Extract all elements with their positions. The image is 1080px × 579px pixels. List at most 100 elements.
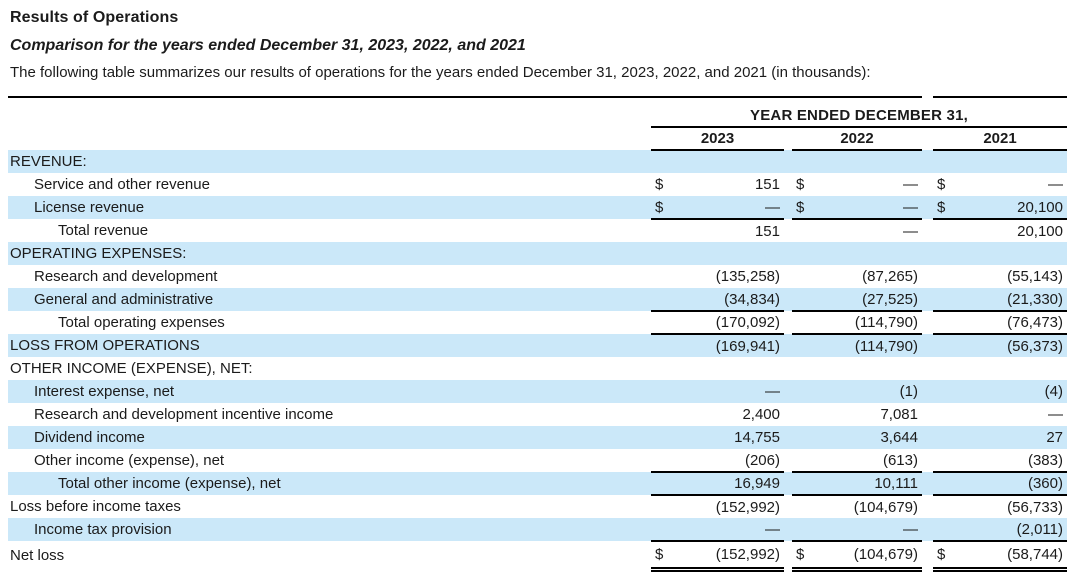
value-text: (360) [1027,475,1063,492]
table-row: License revenue $ — $ — $20,100 [8,196,1067,220]
value-text: — [903,222,918,240]
value-cell-2021: $ (58,744) [933,541,1067,572]
value-text: (170,092) [715,314,780,331]
currency-symbol: $ [937,198,946,216]
column-gap [784,219,792,242]
empty-cell [8,104,651,127]
column-gap [784,150,792,173]
table-row: OTHER INCOME (EXPENSE), NET: [8,357,1067,380]
table-row: LOSS FROM OPERATIONS (169,941) (114,790) (5… [8,334,1067,357]
value-text: 7,081 [880,406,918,423]
value-text: (2,011) [1016,520,1063,538]
column-gap [922,518,933,541]
value-cell-2023: $ — [651,196,784,220]
value-cell-2023: (206) [651,449,784,473]
row-label: Total other income (expense), net [8,472,651,495]
empty-cell [8,127,651,150]
value-cell-2021: (76,473) [933,311,1067,335]
row-label: Total revenue [58,222,149,239]
table-row: Loss before income taxes (152,992) (104,67… [8,495,1067,518]
value-text: (21,330) [1007,290,1063,308]
row-label: Net loss [10,546,65,564]
value-cell-2021: (56,733) [933,495,1067,518]
column-gap [784,334,792,357]
table-top-rule [8,96,1067,104]
value-text: — [1048,406,1063,423]
column-gap [922,196,933,219]
column-gap [784,357,792,380]
value-cell-2022: (114,790) [792,311,922,335]
row-label: REVENUE: [8,150,651,173]
column-gap [784,472,792,495]
value-cell-2021: (4) [933,380,1067,403]
value-text: — [903,198,918,216]
currency-symbol: $ [937,176,946,193]
value-cell-2021: (21,330) [933,288,1067,312]
column-gap [784,495,792,518]
value-text: (152,992) [715,545,780,563]
column-gap [922,472,933,495]
value-cell-2021 [933,242,1067,265]
table-row: Total operating expenses (170,092) (114,79… [8,311,1067,335]
group-header-row: YEAR ENDED DECEMBER 31, [8,104,1067,128]
value-cell-2021: (360) [933,472,1067,496]
column-gap [922,334,933,357]
value-text: — [903,176,918,193]
year-header-row: 2023 2022 2021 [8,127,1067,151]
rule-gap [922,97,933,104]
table-header: YEAR ENDED DECEMBER 31, 2023 2022 2021 [8,96,1067,151]
row-label: OTHER INCOME (EXPENSE), NET: [10,360,253,377]
value-text: (27,525) [862,290,918,308]
column-gap [922,219,933,242]
page-title: Results of Operations [10,9,179,26]
currency-symbol: $ [937,545,946,563]
value-text: — [765,383,780,400]
intro-text: The following table summarizes our resul… [10,64,871,81]
column-gap [922,265,933,288]
rule-segment [792,96,922,104]
value-cell-2023: $ (152,992) [651,541,784,572]
value-text: (104,679) [853,545,918,563]
value-cell-2022: 7,081 [792,403,922,426]
column-gap [922,541,933,569]
column-gap [784,518,792,541]
table-row: Service and other revenue $151 $ — $ — [8,173,1067,196]
value-text: — [1048,176,1063,193]
value-cell-2023: (34,834) [651,288,784,312]
value-text: (135,258) [715,268,780,285]
value-text: (169,941) [715,337,780,355]
table-row: OPERATING EXPENSES: [8,242,1067,265]
value-text: (56,733) [1007,498,1063,516]
value-cell-2021: $20,100 [933,196,1067,220]
value-cell-2023 [651,357,784,380]
column-gap [784,541,792,569]
row-label: Loss before income taxes [10,498,181,515]
table-row: Dividend income 14,755 3,644 27 [8,426,1067,449]
value-text: 16,949 [734,475,780,492]
value-text: (114,790) [854,314,918,331]
currency-symbol: $ [655,198,664,216]
value-cell-2023: (170,092) [651,311,784,335]
value-cell-2022: (87,265) [792,265,922,288]
value-text: 14,755 [734,429,780,446]
column-gap [922,426,933,449]
table-row: Total revenue 151 — 20,100 [8,219,1067,242]
value-text: (87,265) [862,268,918,285]
value-cell-2022: (114,790) [792,334,922,357]
column-gap [922,449,933,472]
column-header-2022: 2022 [792,127,922,151]
column-gap [922,127,933,150]
column-gap [784,173,792,196]
value-text: (4) [1044,383,1063,400]
row-label: Dividend income [8,426,651,449]
table-row: Income tax provision — — (2,011) [8,518,1067,542]
value-cell-2021: (56,373) [933,334,1067,357]
column-gap [784,380,792,403]
column-gap [784,311,792,334]
row-label: Total operating expenses [58,314,225,331]
table-row: Research and development incentive incom… [8,403,1067,426]
value-cell-2023: (169,941) [651,334,784,357]
row-label: Income tax provision [8,518,651,541]
value-text: — [903,520,918,538]
